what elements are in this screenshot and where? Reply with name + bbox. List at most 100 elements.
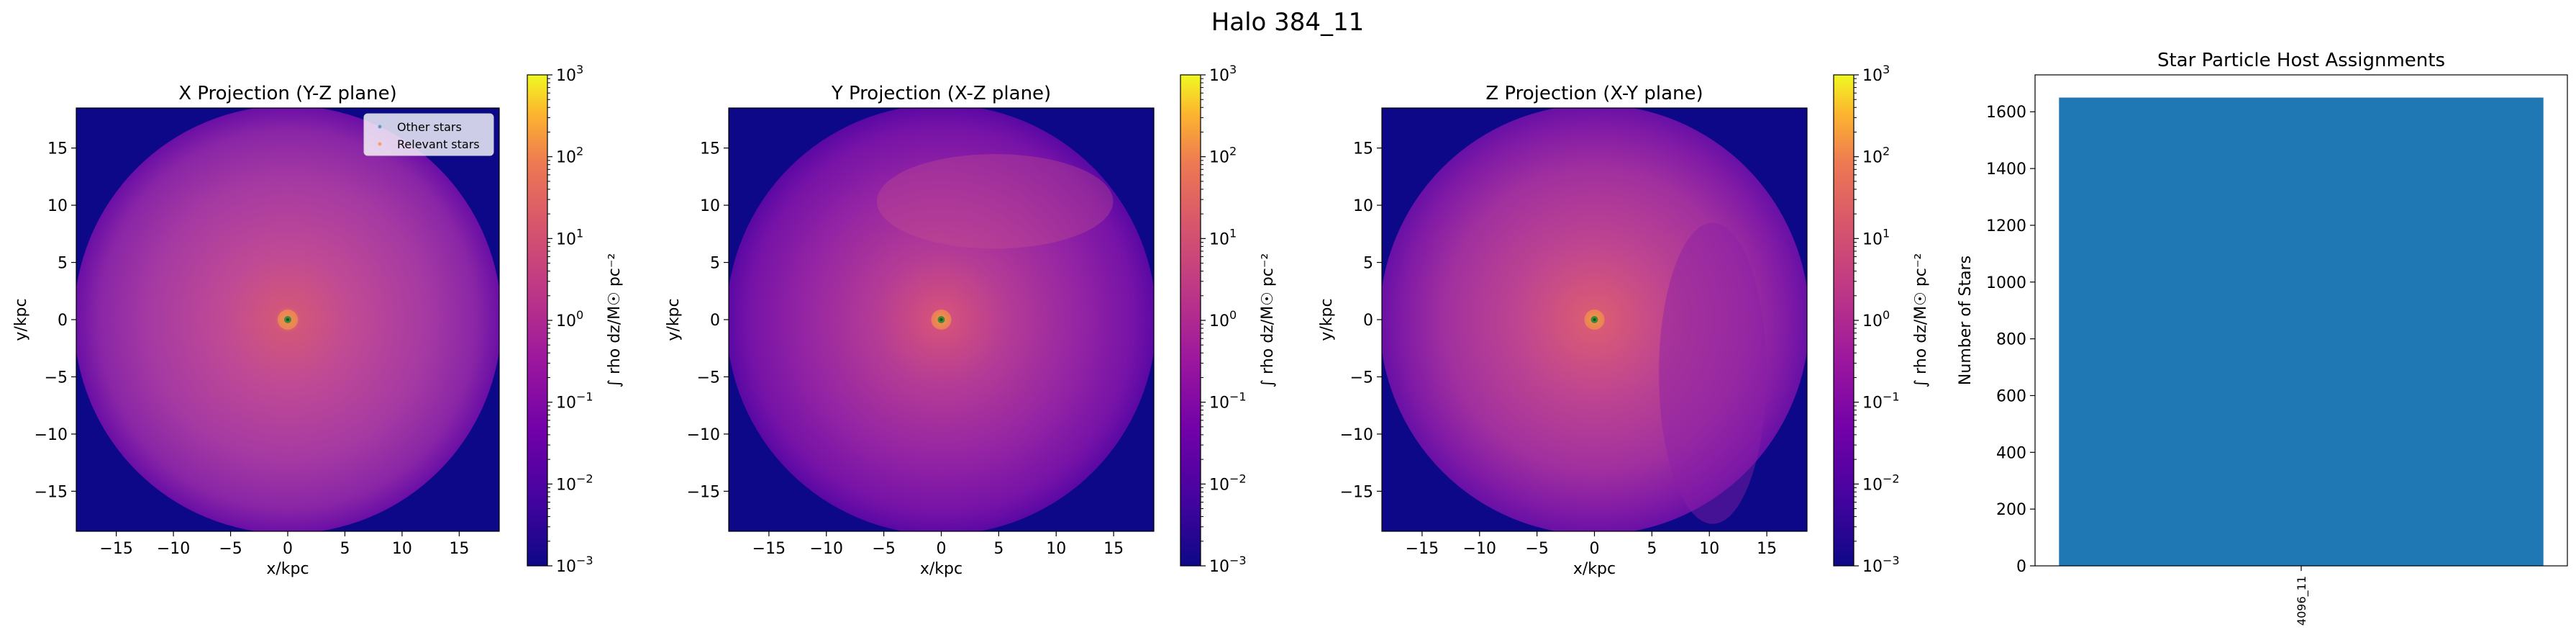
colorbar-gradient — [527, 75, 547, 566]
y-tick-label: 1600 — [1986, 104, 2026, 122]
colorbar-tick-base: 10 — [1862, 149, 1883, 167]
panel-title: X Projection (Y-Z plane) — [178, 83, 397, 104]
projection-panel-1: X Projection (Y-Z plane)−15 −10 −5 0 5 10 15−1… — [12, 63, 624, 578]
y-tick-label: 5 — [1363, 255, 1373, 273]
colorbar-tick-exponent: 1 — [576, 226, 583, 240]
x-tick-label: 15 — [1757, 540, 1777, 558]
colorbar-tick-exponent: −2 — [1229, 472, 1247, 485]
colorbar-tick-base: 10 — [556, 312, 576, 330]
panel-title: Z Projection (X-Y plane) — [1485, 83, 1703, 104]
y-tick-label: 15 — [1353, 140, 1373, 158]
x-axis-label: x/kpc — [266, 560, 309, 578]
y-tick-label: 5 — [710, 255, 720, 273]
y-tick-label: −10 — [35, 426, 68, 444]
colorbar-tick-base: 10 — [1209, 312, 1229, 330]
y-tick-label: 15 — [47, 140, 68, 158]
colorbar-tick-base: 10 — [556, 67, 576, 85]
x-tick-label: 15 — [1103, 540, 1124, 558]
colorbar-tick-base: 10 — [556, 558, 576, 576]
colorbar-tick-base: 10 — [1209, 149, 1229, 167]
x-tick-label: −5 — [872, 540, 895, 558]
colorbar-tick-label: 10−2 — [556, 472, 593, 494]
colorbar-tick-base: 10 — [1862, 558, 1883, 576]
panel-title: Y Projection (X-Z plane) — [831, 83, 1051, 104]
colorbar-tick-label: 102 — [1209, 145, 1237, 167]
density-image — [76, 108, 499, 531]
colorbar-tick-base: 10 — [1209, 476, 1229, 494]
x-tick-label: 5 — [1647, 540, 1657, 558]
colorbar-label: ∫ rho dz/M☉ pc⁻² — [606, 253, 624, 388]
bar — [2059, 97, 2544, 566]
x-tick-label: 10 — [1699, 540, 1719, 558]
colorbar-tick-label: 10−1 — [1862, 390, 1900, 413]
colorbar-tick-label: 100 — [1862, 308, 1890, 330]
x-tick-label: 0 — [937, 540, 947, 558]
star-particle-core — [1593, 318, 1596, 321]
x-tick-label: 5 — [993, 540, 1003, 558]
x-tick-label: 0 — [283, 540, 293, 558]
y-tick-label: −5 — [45, 369, 68, 387]
colorbar-tick-label: 103 — [1209, 63, 1237, 85]
y-axis-label: y/kpc — [1318, 298, 1336, 341]
y-tick-label: −10 — [687, 426, 720, 444]
colorbar-tick-base: 10 — [1209, 67, 1229, 85]
colorbar-tick-base: 10 — [1862, 476, 1883, 494]
star-particle-core — [286, 318, 289, 321]
colorbar-tick-exponent: −1 — [1883, 390, 1900, 404]
colorbar-tick-exponent: −2 — [1883, 472, 1900, 485]
x-tick-label: −10 — [1463, 540, 1496, 558]
y-axis-label: y/kpc — [12, 298, 30, 341]
colorbar-tick-label: 10−3 — [1862, 554, 1900, 576]
colorbar-tick-base: 10 — [1862, 230, 1883, 248]
colorbar-tick-base: 10 — [1862, 395, 1883, 413]
star-particle-core — [939, 318, 943, 321]
colorbar-tick-exponent: −2 — [576, 472, 593, 485]
colorbar-tick-exponent: −1 — [1229, 390, 1247, 404]
colorbar-tick-exponent: −3 — [1229, 554, 1247, 567]
colorbar-tick-label: 10−3 — [556, 554, 593, 576]
y-tick-label: 0 — [58, 312, 68, 330]
y-tick-label: 1200 — [1986, 217, 2026, 235]
legend-marker — [378, 142, 382, 146]
density-image — [1382, 108, 1807, 531]
colorbar-tick-exponent: 2 — [1883, 145, 1890, 158]
legend: Other stars Relevant stars — [363, 113, 494, 156]
figure-suptitle: Halo 384_11 — [1211, 8, 1365, 37]
colorbar-tick-exponent: 3 — [576, 63, 583, 76]
colorbar-tick-label: 10−1 — [1209, 390, 1247, 413]
y-tick-label: 1400 — [1986, 161, 2026, 179]
x-tick-label: 15 — [449, 540, 469, 558]
colorbar-tick-exponent: 0 — [576, 308, 583, 322]
colorbar-tick-base: 10 — [556, 476, 576, 494]
x-tick-label: −15 — [99, 540, 132, 558]
y-axis-label: y/kpc — [665, 298, 683, 341]
density-image — [729, 108, 1154, 531]
x-tick-label: −10 — [810, 540, 843, 558]
colorbar-tick-label: 101 — [1862, 226, 1890, 248]
colorbar-tick-label: 102 — [556, 145, 583, 167]
y-tick-label: 10 — [700, 197, 720, 215]
y-tick-label: −5 — [697, 369, 720, 387]
colorbar-tick-base: 10 — [556, 230, 576, 248]
colorbar-tick-label: 101 — [556, 226, 583, 248]
y-tick-label: 10 — [47, 197, 68, 215]
colorbar-tick-label: 103 — [556, 63, 583, 85]
projection-panel-2: Y Projection (X-Z plane)−15 −10 −5 0 5 10 15−1… — [665, 63, 1277, 578]
x-tick-label: 0 — [1590, 540, 1600, 558]
x-axis-label: x/kpc — [920, 560, 962, 578]
colorbar-tick-label: 103 — [1862, 63, 1890, 85]
y-tick-label: 200 — [1996, 501, 2026, 519]
x-tick-label: −10 — [157, 540, 190, 558]
legend-box — [363, 113, 494, 156]
category-label: 4096_11 — [2295, 576, 2309, 626]
x-tick-label: −15 — [752, 540, 786, 558]
x-tick-label: 10 — [392, 540, 412, 558]
x-tick-label: −5 — [219, 540, 242, 558]
axes-frame — [2034, 74, 2568, 567]
colorbar-gradient — [1180, 75, 1201, 566]
y-tick-label: 1000 — [1986, 274, 2026, 292]
